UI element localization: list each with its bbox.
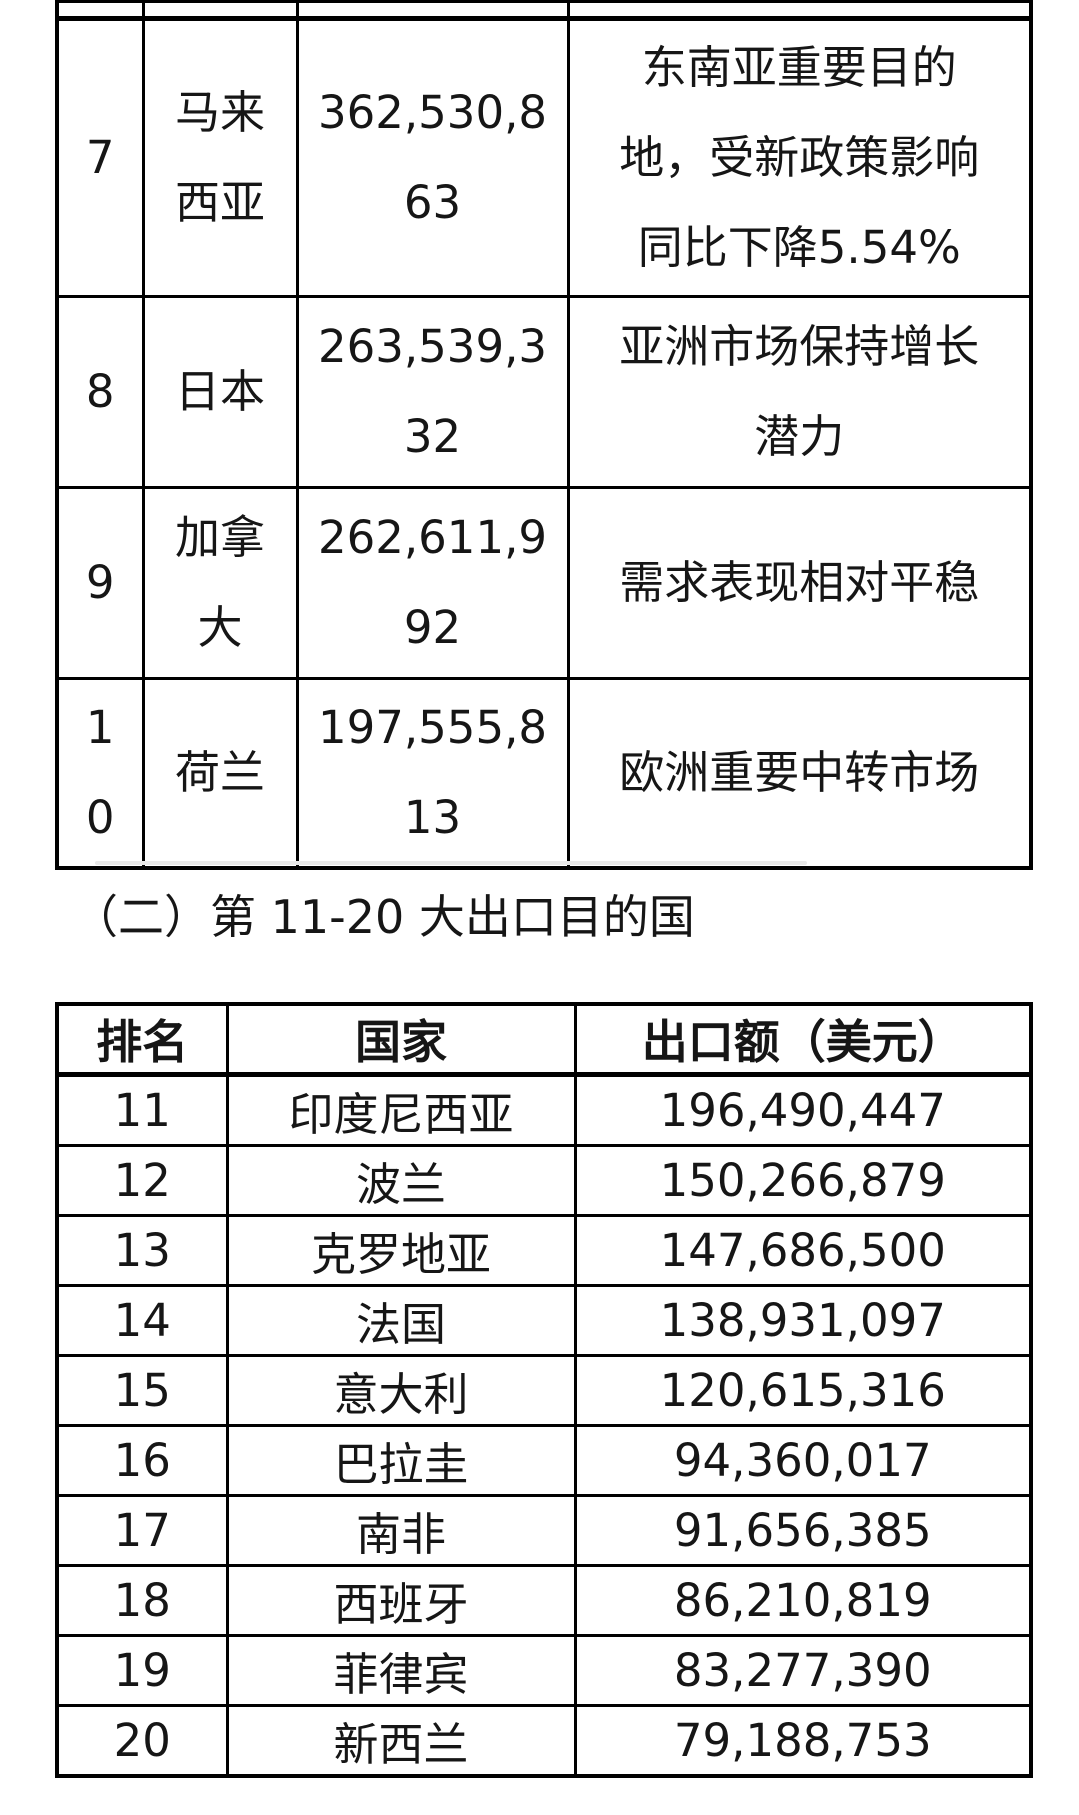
country-cell: 日本 bbox=[141, 295, 299, 489]
table-row-cutoff bbox=[55, 0, 1033, 21]
rank-cell: 19 bbox=[55, 1634, 229, 1707]
value-cell: 91,656,385 bbox=[573, 1494, 1033, 1567]
table-row: 12 波兰 150,266,879 bbox=[55, 1144, 1033, 1217]
rank-cell: 18 bbox=[55, 1564, 229, 1637]
table-row: 14 法国 138,931,097 bbox=[55, 1284, 1033, 1357]
country-cell: 波兰 bbox=[225, 1144, 577, 1217]
table-row: 7 马来西亚 362,530,863 东南亚重要目的 地，受新政策影响 同比下降… bbox=[55, 17, 1033, 298]
header-value: 出口额（美元） bbox=[573, 1002, 1033, 1077]
rank-cell: 15 bbox=[55, 1354, 229, 1427]
rank-cell: 16 bbox=[55, 1424, 229, 1497]
table-row: 15 意大利 120,615,316 bbox=[55, 1354, 1033, 1427]
country-cell: 新西兰 bbox=[225, 1704, 577, 1778]
rank-cell: 14 bbox=[55, 1284, 229, 1357]
country-cell: 克罗地亚 bbox=[225, 1214, 577, 1287]
header-rank: 排名 bbox=[55, 1002, 229, 1077]
rank-cell: 10 bbox=[55, 677, 145, 870]
value-cell: 79,188,753 bbox=[573, 1704, 1033, 1778]
top1-10-export-table-fragment: 7 马来西亚 362,530,863 东南亚重要目的 地，受新政策影响 同比下降… bbox=[55, 0, 1033, 870]
country-cell: 南非 bbox=[225, 1494, 577, 1567]
table-row: 16 巴拉圭 94,360,017 bbox=[55, 1424, 1033, 1497]
rank-cell: 11 bbox=[55, 1073, 229, 1147]
note-cell: 东南亚重要目的 地，受新政策影响 同比下降5.54% bbox=[566, 17, 1033, 298]
note-cell: 需求表现相对平稳 bbox=[566, 486, 1033, 680]
note-cell: 欧洲重要中转市场 bbox=[566, 677, 1033, 870]
table-row: 17 南非 91,656,385 bbox=[55, 1494, 1033, 1567]
country-cell: 意大利 bbox=[225, 1354, 577, 1427]
value-cell: 197,555,813 bbox=[295, 677, 570, 870]
value-cell: 263,539,332 bbox=[295, 295, 570, 489]
note-cell: 亚洲市场保持增长 潜力 bbox=[566, 295, 1033, 489]
table-header-row: 排名 国家 出口额（美元） bbox=[55, 1002, 1033, 1077]
country-cell: 印度尼西亚 bbox=[225, 1073, 577, 1147]
table-row: 13 克罗地亚 147,686,500 bbox=[55, 1214, 1033, 1287]
country-cell: 巴拉圭 bbox=[225, 1424, 577, 1497]
table-row: 18 西班牙 86,210,819 bbox=[55, 1564, 1033, 1637]
scan-artifact bbox=[95, 861, 807, 865]
value-cell: 150,266,879 bbox=[573, 1144, 1033, 1217]
empty-cell bbox=[295, 0, 570, 21]
rank-cell: 7 bbox=[55, 17, 145, 298]
value-cell: 86,210,819 bbox=[573, 1564, 1033, 1637]
empty-cell bbox=[566, 0, 1033, 21]
table-row: 8 日本 263,539,332 亚洲市场保持增长 潜力 bbox=[55, 295, 1033, 489]
country-cell: 西班牙 bbox=[225, 1564, 577, 1637]
table-row: 11 印度尼西亚 196,490,447 bbox=[55, 1073, 1033, 1147]
rank-cell: 8 bbox=[55, 295, 145, 489]
rank-cell: 9 bbox=[55, 486, 145, 680]
country-cell: 马来西亚 bbox=[141, 17, 299, 298]
rank-cell: 20 bbox=[55, 1704, 229, 1778]
table-row: 10 荷兰 197,555,813 欧洲重要中转市场 bbox=[55, 677, 1033, 870]
value-cell: 138,931,097 bbox=[573, 1284, 1033, 1357]
value-cell: 83,277,390 bbox=[573, 1634, 1033, 1707]
country-cell: 荷兰 bbox=[141, 677, 299, 870]
value-cell: 120,615,316 bbox=[573, 1354, 1033, 1427]
value-cell: 94,360,017 bbox=[573, 1424, 1033, 1497]
value-cell: 262,611,992 bbox=[295, 486, 570, 680]
value-cell: 196,490,447 bbox=[573, 1073, 1033, 1147]
rank-cell: 12 bbox=[55, 1144, 229, 1217]
table-row: 9 加拿大 262,611,992 需求表现相对平稳 bbox=[55, 486, 1033, 680]
empty-cell bbox=[141, 0, 299, 21]
country-cell: 加拿大 bbox=[141, 486, 299, 680]
country-cell: 法国 bbox=[225, 1284, 577, 1357]
table-row: 19 菲律宾 83,277,390 bbox=[55, 1634, 1033, 1707]
country-cell: 菲律宾 bbox=[225, 1634, 577, 1707]
header-country: 国家 bbox=[225, 1002, 577, 1077]
empty-cell bbox=[55, 0, 145, 21]
value-cell: 362,530,863 bbox=[295, 17, 570, 298]
rank-cell: 13 bbox=[55, 1214, 229, 1287]
section-heading: （二）第 11-20 大出口目的国 bbox=[72, 890, 695, 944]
table-row: 20 新西兰 79,188,753 bbox=[55, 1704, 1033, 1778]
value-cell: 147,686,500 bbox=[573, 1214, 1033, 1287]
top11-20-export-table: 排名 国家 出口额（美元） 11 印度尼西亚 196,490,447 12 波兰… bbox=[55, 1002, 1033, 1778]
rank-cell: 17 bbox=[55, 1494, 229, 1567]
